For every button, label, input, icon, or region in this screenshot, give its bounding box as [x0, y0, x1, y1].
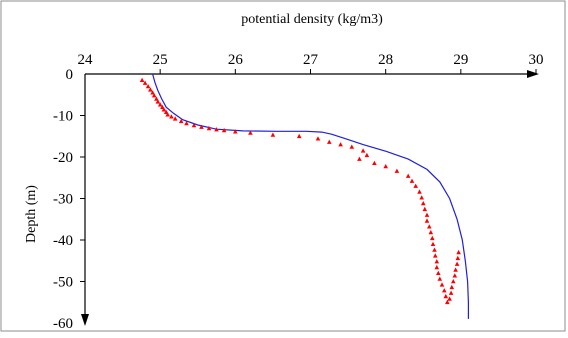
- observed-data-point: [165, 112, 170, 117]
- observed-data-point: [206, 125, 212, 131]
- observed-data-point: [433, 253, 438, 258]
- x-tick-label: 29: [453, 52, 468, 68]
- observed-data-point: [420, 201, 426, 206]
- observed-data-point: [424, 218, 430, 223]
- observed-data-point: [455, 255, 461, 261]
- observed-data-point: [199, 124, 204, 129]
- observed-data-point: [452, 273, 458, 278]
- observed-data-point: [139, 77, 145, 82]
- observed-data-point: [436, 270, 441, 275]
- observed-points-layer: [139, 77, 461, 305]
- observed-data-point: [148, 87, 153, 92]
- observed-data-point: [191, 123, 197, 128]
- y-tick-label: -40: [53, 233, 73, 249]
- observed-data-point: [432, 247, 437, 252]
- observed-data-point: [157, 102, 163, 107]
- observed-data-point: [430, 241, 436, 246]
- x-axis-arrowhead: [527, 70, 539, 78]
- observed-data-point: [172, 116, 178, 121]
- observed-data-point: [214, 127, 219, 132]
- y-tick-label: 0: [66, 67, 74, 83]
- observed-data-point: [248, 130, 253, 135]
- observed-data-point: [427, 224, 432, 229]
- y-tick-label: -60: [53, 316, 73, 332]
- observed-data-point: [327, 139, 332, 144]
- observed-data-point: [447, 296, 452, 301]
- x-axis-title: potential density (kg/m3): [241, 12, 383, 27]
- observed-data-point: [357, 156, 362, 161]
- observed-data-point: [430, 235, 435, 241]
- observed-data-point: [439, 282, 445, 287]
- observed-data-point: [449, 284, 455, 290]
- observed-data-point: [349, 144, 355, 149]
- observed-data-point: [154, 96, 159, 101]
- chart-frame: [0, 0, 566, 332]
- observed-data-point: [434, 259, 440, 264]
- observed-data-point: [270, 132, 276, 137]
- model-density-line: [152, 73, 469, 319]
- y-tick-label: -10: [53, 109, 73, 125]
- observed-data-point: [448, 290, 454, 295]
- observed-data-point: [413, 183, 418, 188]
- observed-data-point: [434, 264, 440, 270]
- observed-data-point: [428, 230, 434, 235]
- observed-data-point: [360, 148, 366, 153]
- observed-data-point: [184, 120, 189, 126]
- observed-data-point: [383, 164, 388, 169]
- observed-data-point: [445, 299, 450, 305]
- observed-data-point: [394, 168, 400, 173]
- observed-data-point: [150, 90, 155, 95]
- x-tick-label: 26: [228, 52, 244, 68]
- observed-data-point: [169, 114, 174, 119]
- observed-data-point: [364, 152, 370, 158]
- x-tick-label: 24: [78, 52, 94, 68]
- observed-data-point: [405, 173, 411, 178]
- y-axis-arrowhead: [81, 314, 89, 326]
- observed-data-point: [454, 261, 460, 266]
- observed-data-point: [419, 195, 424, 200]
- observed-data-point: [296, 133, 302, 139]
- observed-data-point: [442, 288, 447, 293]
- observed-data-point: [417, 189, 422, 194]
- observed-data-point: [178, 118, 184, 124]
- observed-data-point: [155, 99, 161, 104]
- observed-data-point: [409, 178, 415, 183]
- observed-data-point: [151, 93, 157, 98]
- axes: 24 25 26 27 28 29 30 0 -10 -20 -30 -40 -50 -60: [53, 52, 544, 332]
- observed-data-point: [145, 84, 151, 89]
- y-tick-label: -20: [53, 150, 73, 166]
- observed-data-point: [453, 267, 458, 272]
- observed-data-point: [443, 293, 449, 299]
- x-tick-label: 27: [303, 52, 319, 68]
- observed-data-point: [451, 279, 456, 284]
- observed-data-point: [456, 249, 461, 255]
- y-tick-label: -50: [53, 275, 73, 291]
- observed-data-point: [221, 127, 227, 133]
- x-tick-label: 30: [529, 52, 544, 68]
- observed-data-point: [424, 212, 430, 217]
- observed-data-point: [338, 142, 343, 147]
- x-tick-label: 28: [378, 52, 393, 68]
- observed-data-point: [161, 107, 167, 112]
- observed-data-point: [233, 129, 238, 134]
- observed-data-point: [372, 160, 377, 165]
- observed-data-point: [422, 206, 428, 212]
- y-tick-label: -30: [53, 192, 73, 208]
- observed-data-point: [142, 80, 148, 85]
- observed-data-point: [437, 276, 443, 281]
- observed-data-point: [315, 136, 321, 141]
- x-tick-label: 25: [153, 52, 168, 68]
- model-line-layer: [152, 73, 469, 319]
- y-axis-title: Depth (m): [24, 185, 39, 243]
